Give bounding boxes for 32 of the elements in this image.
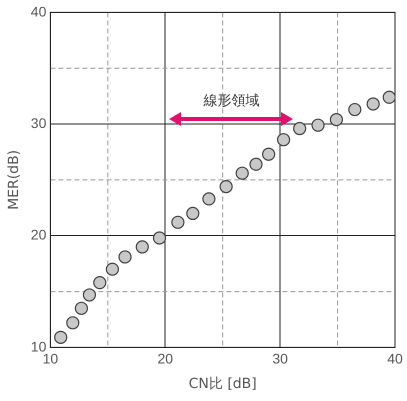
y-tick-label: 30 [30, 114, 47, 131]
point [66, 316, 80, 330]
point [171, 216, 184, 229]
y-tick-label: 20 [30, 226, 47, 243]
point [186, 206, 200, 220]
point [262, 148, 276, 161]
point [106, 262, 120, 276]
point [136, 240, 149, 254]
point [382, 90, 395, 104]
annotation: 線形領域 [202, 93, 260, 110]
point [152, 231, 166, 245]
point [293, 122, 306, 136]
point [54, 330, 68, 344]
x-tick-label: 40 [387, 350, 403, 367]
y-axis-title: MER(dB) [6, 150, 22, 210]
point [202, 192, 216, 206]
x-tick-label: 20 [157, 350, 174, 367]
point [220, 180, 233, 194]
point [366, 97, 380, 111]
point [330, 113, 344, 126]
point [249, 158, 263, 171]
point [118, 250, 132, 264]
point [93, 276, 106, 290]
point [348, 102, 362, 116]
point [236, 166, 249, 180]
point [74, 302, 88, 315]
point [82, 288, 96, 302]
point [311, 118, 325, 132]
x-axis-title: CN比 [dB] [188, 376, 257, 392]
x-tick-label: 30 [272, 350, 288, 367]
y-tick-label: 40 [30, 3, 47, 20]
point [276, 133, 290, 146]
